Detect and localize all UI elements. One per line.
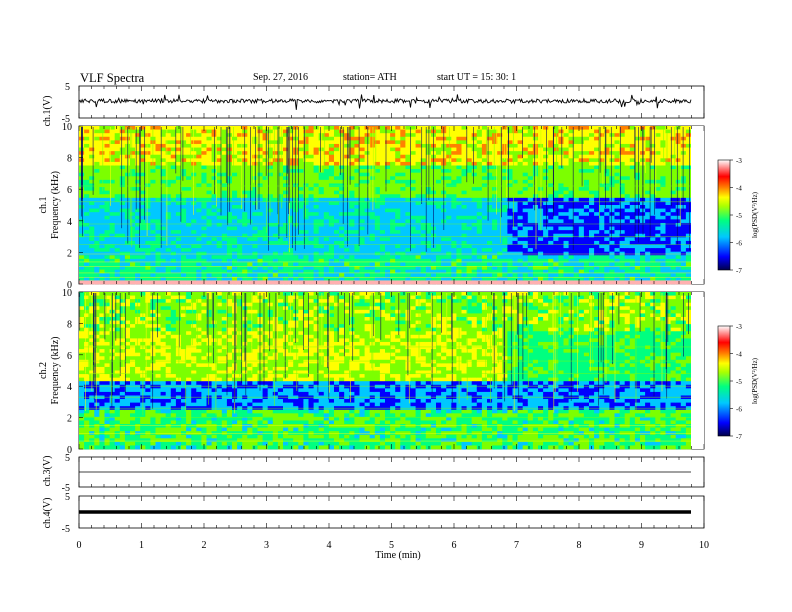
x-tick-label: 10 [699, 540, 709, 551]
y-tick-label: 2 [67, 248, 72, 259]
y-tick-label: 8 [67, 154, 72, 165]
y-axis-label: ch.1(V) [42, 96, 53, 127]
x-tick-label: 8 [577, 540, 582, 551]
x-tick-label: 7 [514, 540, 519, 551]
y-tick-label: 5 [65, 492, 70, 503]
y-tick-label: 4 [67, 217, 72, 228]
y-tick-label: 5 [65, 82, 70, 93]
start-time-label: start UT = 15: 30: 1 [437, 72, 517, 83]
ch1-spectrogram [79, 126, 704, 285]
y-tick-label: 5 [65, 453, 70, 464]
colorbar-tick-label: -3 [736, 323, 742, 331]
x-tick-label: 0 [77, 540, 82, 551]
y-axis-label: ch.4(V) [42, 498, 53, 529]
x-tick-label: 3 [264, 540, 269, 551]
y-axis-label: ch.3(V) [42, 456, 53, 487]
ch2-colorbar [717, 325, 731, 437]
colorbar-tick-label: -5 [736, 212, 742, 220]
y-tick-label: 6 [67, 185, 72, 196]
colorbar-tick-label: -6 [736, 240, 742, 248]
y-tick-label: 0 [67, 445, 72, 456]
ch2-spectrogram [79, 292, 704, 450]
y-tick-label: 10 [62, 288, 72, 299]
colorbar-tick-label: -4 [736, 351, 742, 359]
colorbar-label: log(PSD(V²/Hz) [751, 191, 759, 238]
x-tick-label: 9 [639, 540, 644, 551]
x-tick-label: 4 [327, 540, 332, 551]
x-axis-label: Time (min) [375, 550, 420, 561]
colorbar-ticks: -3 -4 -5 -6 -7 log(PSD(V²/Hz) -3 -4 -5 -6 -7 log(PS… [730, 157, 759, 441]
ch1-colorbar [717, 159, 731, 271]
y-tick-label: -5 [62, 114, 70, 125]
axis-ticks [78, 86, 705, 528]
x-tick-label: 6 [452, 540, 457, 551]
y-tick-label: -5 [62, 524, 70, 535]
colorbar-label: log(PSD(V²/Hz) [751, 357, 759, 404]
x-tick-label: 1 [139, 540, 144, 551]
y-tick-label: 10 [62, 122, 72, 133]
y-tick-label: 8 [67, 319, 72, 330]
ch1-waveform-line [78, 94, 692, 110]
ch1-waveform [78, 94, 692, 110]
y-axis-label: Frequency (kHz) [50, 336, 61, 404]
y-axis-label: Frequency (kHz) [50, 171, 61, 239]
y-tick-label: 0 [67, 280, 72, 291]
y-tick-label: -5 [62, 483, 70, 494]
colorbar-tick-label: -7 [736, 433, 742, 441]
colorbar-tick-label: -4 [736, 185, 742, 193]
plot-title: VLF Spectra [80, 71, 145, 85]
x-tick-label: 2 [202, 540, 207, 551]
channel-label: ch.1 [38, 197, 49, 214]
x-tick-label: 5 [389, 540, 394, 551]
colorbar-tick-label: -3 [736, 157, 742, 165]
station-label: station= ATH [343, 72, 397, 83]
y-tick-label: 4 [67, 382, 72, 393]
colorbar-tick-label: -5 [736, 378, 742, 386]
channel-label: ch.2 [38, 362, 49, 379]
y-tick-label: 2 [67, 414, 72, 425]
colorbar-tick-label: -7 [736, 267, 742, 275]
y-tick-label: 6 [67, 351, 72, 362]
date-label: Sep. 27, 2016 [253, 72, 308, 83]
colorbar-tick-label: -6 [736, 406, 742, 414]
